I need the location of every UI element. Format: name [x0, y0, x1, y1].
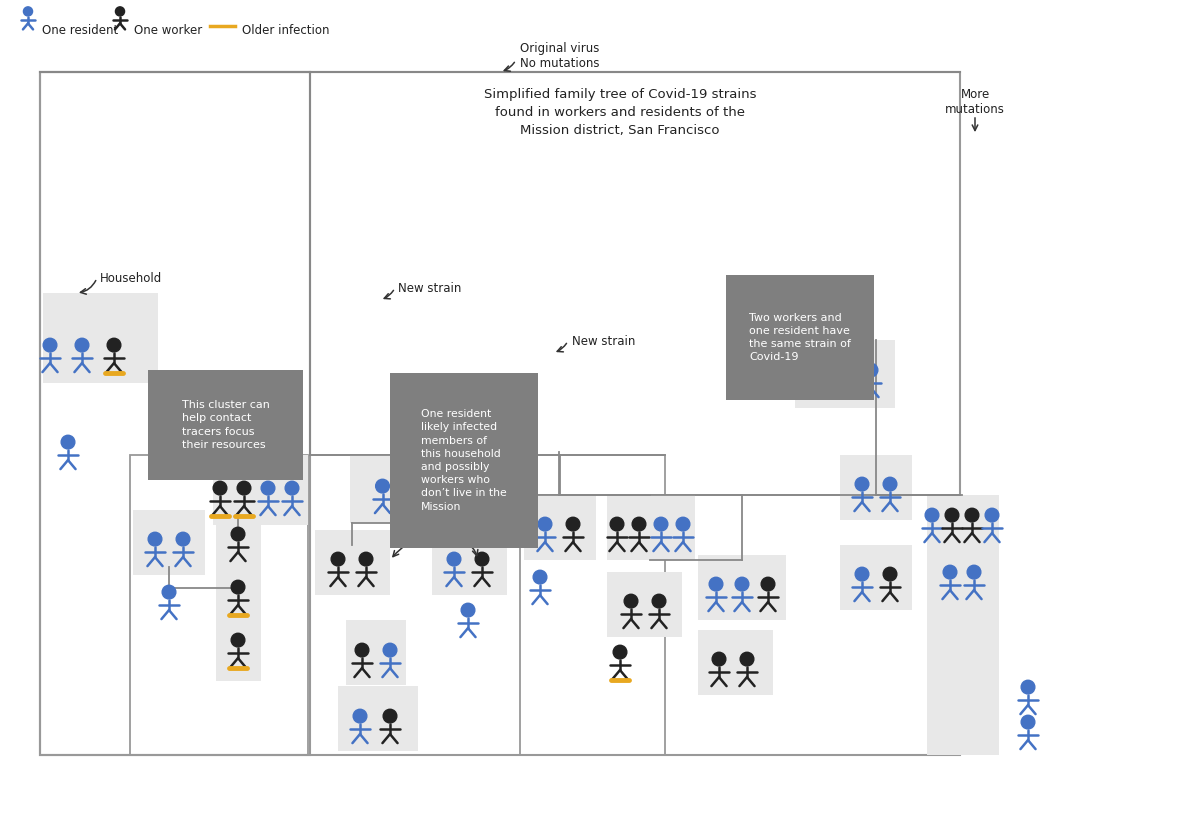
Circle shape: [232, 580, 245, 594]
Circle shape: [533, 570, 547, 584]
Circle shape: [946, 508, 959, 522]
Circle shape: [448, 552, 461, 566]
Bar: [840, 545, 912, 610]
Circle shape: [856, 477, 869, 491]
Bar: [338, 686, 418, 751]
Circle shape: [286, 481, 299, 495]
Circle shape: [162, 585, 176, 599]
Bar: [607, 572, 682, 637]
Circle shape: [967, 565, 980, 579]
Circle shape: [613, 645, 626, 659]
Circle shape: [76, 339, 89, 352]
Text: Older infection: Older infection: [242, 24, 330, 37]
Circle shape: [148, 532, 162, 546]
Circle shape: [632, 517, 646, 531]
Bar: [796, 340, 895, 408]
Circle shape: [985, 508, 998, 522]
Circle shape: [1021, 681, 1034, 694]
Circle shape: [538, 517, 552, 531]
Circle shape: [1021, 716, 1034, 729]
Text: One resident
likely infected
members of
this household
and possibly
workers who
: One resident likely infected members of …: [421, 410, 506, 512]
Text: One resident: One resident: [42, 24, 119, 37]
Circle shape: [610, 517, 624, 531]
Bar: [130, 455, 308, 755]
Circle shape: [238, 481, 251, 495]
Text: Two workers and
one resident have
the same strain of
Covid-19: Two workers and one resident have the sa…: [749, 313, 851, 362]
Circle shape: [856, 567, 869, 581]
Bar: [840, 455, 912, 520]
Text: New strain: New strain: [398, 282, 461, 295]
Bar: [698, 630, 773, 695]
Bar: [314, 530, 390, 595]
Circle shape: [24, 7, 32, 16]
Bar: [524, 495, 596, 560]
Circle shape: [652, 594, 666, 608]
Circle shape: [107, 339, 121, 352]
Text: This cluster can
help contact
tracers focus
their resources: This cluster can help contact tracers fo…: [181, 400, 270, 450]
Circle shape: [232, 527, 245, 541]
Circle shape: [43, 339, 56, 352]
Bar: [726, 275, 874, 400]
Circle shape: [883, 567, 896, 581]
Bar: [346, 620, 406, 685]
Circle shape: [451, 479, 464, 493]
Circle shape: [709, 577, 722, 591]
Circle shape: [943, 565, 956, 579]
Bar: [432, 530, 508, 595]
Text: Simplified family tree of Covid-19 strains
found in workers and residents of the: Simplified family tree of Covid-19 strai…: [484, 88, 756, 137]
Circle shape: [214, 481, 227, 495]
Circle shape: [808, 363, 822, 377]
Circle shape: [676, 517, 690, 531]
Circle shape: [401, 479, 414, 493]
Circle shape: [624, 594, 638, 608]
Circle shape: [355, 643, 368, 657]
Circle shape: [925, 508, 938, 522]
Text: More
mutations: More mutations: [946, 88, 1004, 116]
Circle shape: [359, 552, 373, 566]
Circle shape: [331, 552, 344, 566]
Text: New strain: New strain: [572, 335, 635, 348]
Circle shape: [376, 479, 389, 493]
Bar: [40, 72, 960, 755]
Circle shape: [654, 517, 668, 531]
Bar: [40, 72, 310, 755]
Bar: [520, 495, 960, 755]
Circle shape: [61, 435, 74, 449]
Bar: [216, 516, 262, 681]
Circle shape: [864, 363, 878, 377]
Circle shape: [736, 577, 749, 591]
Bar: [928, 495, 998, 755]
Circle shape: [232, 633, 245, 647]
Circle shape: [262, 481, 275, 495]
Bar: [148, 370, 302, 480]
Circle shape: [836, 363, 850, 377]
Circle shape: [176, 532, 190, 546]
Bar: [310, 455, 665, 755]
Circle shape: [383, 709, 397, 723]
Circle shape: [426, 479, 439, 493]
Circle shape: [115, 7, 125, 16]
Circle shape: [353, 709, 367, 723]
Circle shape: [761, 577, 775, 591]
Circle shape: [475, 552, 488, 566]
Circle shape: [461, 603, 475, 617]
Circle shape: [740, 652, 754, 666]
Text: Household: Household: [100, 272, 162, 285]
Bar: [350, 455, 505, 523]
Circle shape: [383, 643, 397, 657]
Circle shape: [566, 517, 580, 531]
Text: Original virus
No mutations: Original virus No mutations: [520, 42, 600, 70]
Circle shape: [712, 652, 726, 666]
Bar: [698, 555, 786, 620]
Bar: [607, 495, 695, 560]
Bar: [214, 455, 308, 525]
Circle shape: [883, 477, 896, 491]
Text: One worker: One worker: [134, 24, 203, 37]
Bar: [133, 510, 205, 575]
Bar: [390, 373, 538, 548]
Bar: [43, 293, 158, 383]
Circle shape: [965, 508, 979, 522]
